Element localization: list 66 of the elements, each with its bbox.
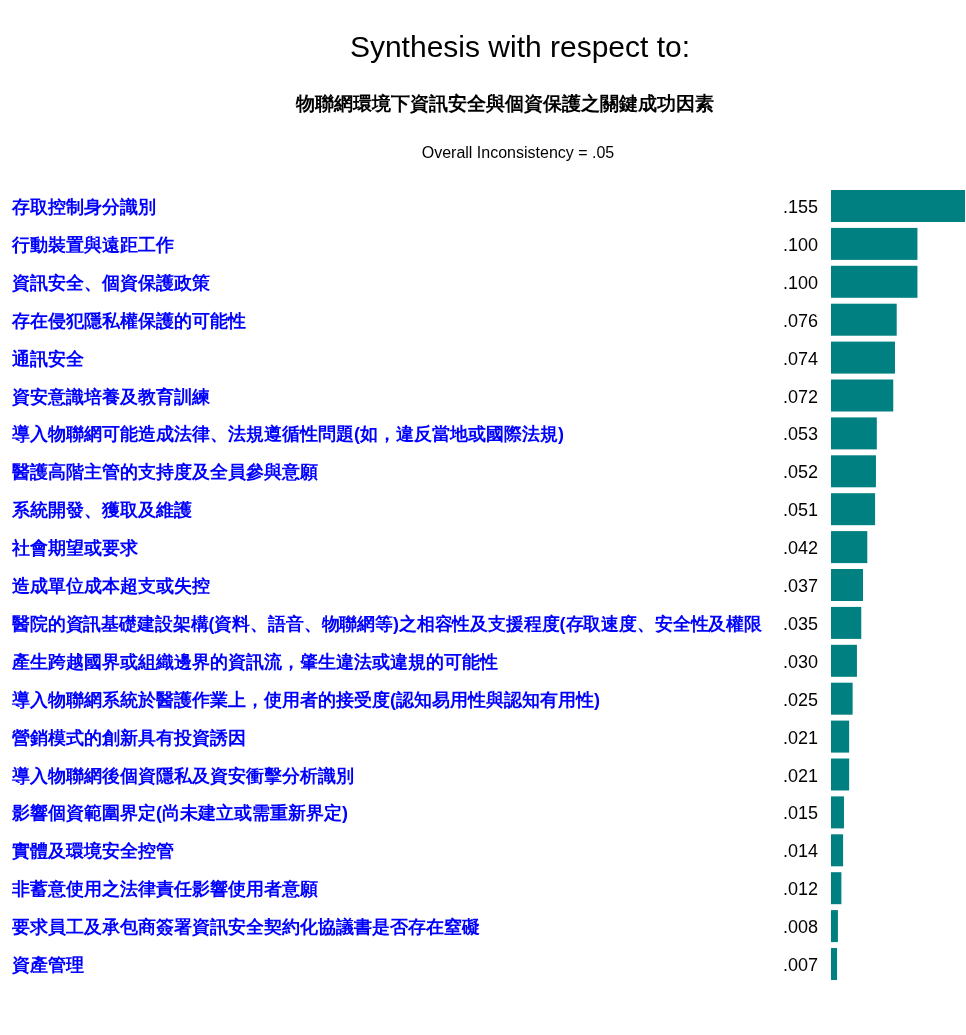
bar [831, 606, 862, 639]
y-tick-label: 要求員工及承包商簽署資訊安全契約化協議書是否存在窒礙 [11, 917, 480, 938]
y-tick-label: 醫院的資訊基礎建設架構(資料、語音、物聯網等)之相容性及支援程度(存取速度、安全性及權限 [12, 613, 768, 634]
y-tick-label: 存在侵犯隱私權保護的可能性 [11, 310, 246, 331]
text: Synthesis with respect to: [349, 30, 691, 63]
bar [831, 531, 868, 564]
y-tick-label: 導入物聯網系統於醫護作業上，使用者的接受度(認知易用性與認知有用性) [11, 689, 600, 710]
bar [831, 720, 850, 753]
data-label: .014 [782, 841, 818, 862]
text: 物聯網環境下資訊安全與個資保護之關鍵成功因素 [295, 93, 714, 114]
bar [831, 190, 965, 222]
bar [831, 493, 876, 526]
y-tick-label: 醫護高階主管的支持度及全員參與意願 [12, 462, 318, 483]
bar [831, 948, 838, 980]
bar [831, 682, 853, 715]
data-label: .100 [782, 272, 818, 293]
y-tick-label: 非蓄意使用之法律責任影響使用者意願 [11, 879, 318, 900]
bar [831, 796, 844, 829]
data-label: .072 [782, 386, 818, 407]
y-tick-label: 產生跨越國界或組織邊界的資訊流，肇生違法或違規的可能性 [11, 651, 498, 672]
y-tick-label: 影響個資範圍界定(尚未建立或需重新界定) [11, 803, 348, 824]
data-label: .051 [782, 500, 818, 521]
bar [831, 758, 850, 791]
bar [831, 227, 918, 260]
data-label: .037 [782, 576, 818, 596]
text: Overall Inconsistency = .05 [421, 144, 615, 161]
y-tick-label: 資安意識培養及教育訓練 [11, 385, 211, 407]
y-tick-label: 行動裝置與遠距工作 [11, 234, 174, 255]
data-label: .053 [782, 424, 818, 445]
data-label: .015 [782, 803, 818, 824]
y-tick-label: 實體及環境安全控管 [12, 841, 174, 862]
data-label: .076 [782, 310, 818, 331]
data-label: .042 [782, 538, 818, 559]
y-tick-label: 通訊安全 [11, 348, 85, 369]
bar [831, 417, 877, 450]
data-label: .021 [782, 727, 818, 748]
data-label: .100 [782, 234, 818, 255]
data-label: .052 [782, 462, 818, 483]
y-tick-label: 資訊安全、個資保護政策 [11, 272, 210, 293]
y-tick-label: 導入物聯網後個資隱私及資安衝擊分析識別 [11, 765, 354, 786]
y-tick-label: 資產管理 [11, 955, 84, 975]
data-label: .008 [782, 917, 818, 938]
data-label: .074 [782, 348, 818, 369]
bar [831, 569, 863, 601]
y-tick-label: 社會期望或要求 [11, 538, 139, 559]
bar [831, 303, 897, 336]
bar [831, 379, 894, 412]
bar [831, 265, 918, 298]
bar [831, 341, 895, 374]
bar [831, 910, 838, 943]
bar [831, 644, 857, 677]
data-label: .007 [782, 955, 818, 975]
y-tick-label: 導入物聯網可能造成法律、法規遵循性問題(如，違反當地或國際法規) [11, 424, 564, 445]
y-tick-label: 造成單位成本超支或失控 [12, 576, 210, 596]
y-tick-label: 存取控制身分識別 [11, 197, 156, 217]
data-label: .155 [782, 197, 818, 217]
data-label: .030 [782, 651, 818, 672]
bar [831, 834, 844, 867]
data-label: .012 [782, 879, 818, 900]
data-label: .025 [782, 689, 818, 710]
data-label: .021 [782, 765, 818, 786]
bar [831, 872, 842, 905]
bar [831, 455, 876, 488]
y-tick-label: 系統開發、獲取及維護 [11, 500, 192, 521]
data-label: .035 [782, 613, 818, 634]
y-tick-label: 營銷模式的創新具有投資誘因 [12, 727, 246, 748]
